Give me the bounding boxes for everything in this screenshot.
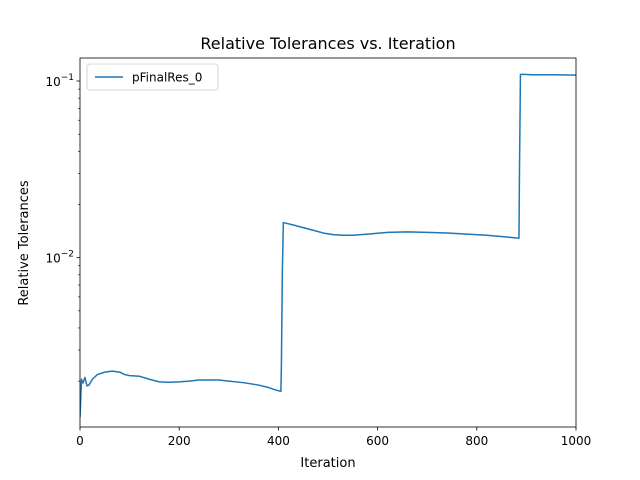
series-line-0: [80, 73, 576, 418]
x-tick-label-4: 800: [465, 434, 488, 448]
y-tick-label-exp-0: −2: [61, 250, 74, 260]
x-tick-label-1: 200: [168, 434, 191, 448]
x-tick-label-2: 400: [267, 434, 290, 448]
y-tick-label-0: 10−2: [45, 250, 74, 266]
x-tick-label-3: 600: [366, 434, 389, 448]
x-axis-label: Iteration: [300, 456, 355, 471]
y-tick-label-exp-1: −1: [61, 73, 74, 83]
plot-area: [80, 73, 576, 418]
x-tick-label-0: 0: [76, 434, 84, 448]
y-axis-label: Relative Tolerances: [17, 180, 32, 306]
legend: pFinalRes_0: [86, 63, 219, 91]
y-tick-label-base-0: 10: [45, 252, 60, 266]
axes-frame: [79, 57, 577, 428]
chart-title: Relative Tolerances vs. Iteration: [200, 34, 455, 53]
legend-box: [86, 63, 219, 91]
x-tick-label-5: 1000: [561, 434, 592, 448]
y-tick-label-1: 10−1: [45, 73, 74, 89]
legend-label-0: pFinalRes_0: [132, 71, 202, 85]
y-tick-label-base-1: 10: [45, 75, 60, 89]
